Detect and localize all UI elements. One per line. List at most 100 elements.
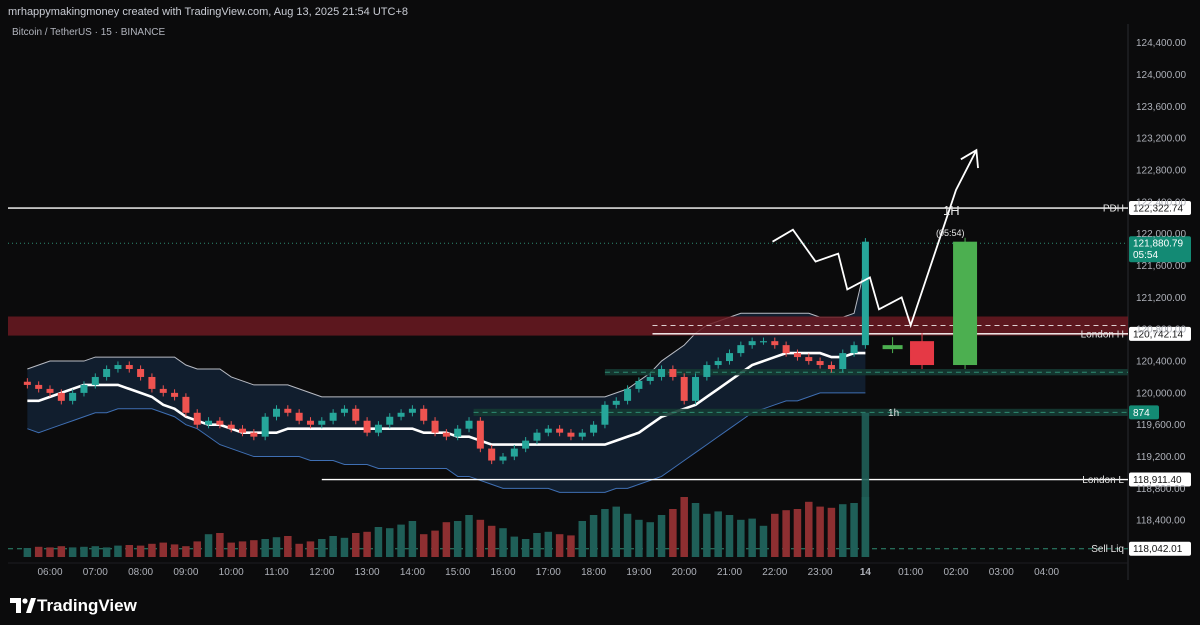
- volume-bar: [318, 539, 326, 557]
- volume-bar: [238, 541, 247, 557]
- candle-body: [352, 408, 360, 421]
- time-tick-label: 01:00: [898, 567, 923, 578]
- candle-body: [544, 428, 552, 433]
- price-tick-label: 124,400.00: [1136, 38, 1186, 49]
- bollinger-fill: [27, 265, 866, 493]
- candle-body: [850, 345, 858, 354]
- volume-bar: [623, 513, 632, 557]
- level-price-tag-bg: [1129, 326, 1191, 341]
- volume-bar: [635, 519, 643, 557]
- volume-bar: [793, 509, 802, 557]
- candle-body: [374, 424, 382, 433]
- volume-bar: [159, 542, 167, 557]
- volume-bar: [691, 503, 700, 557]
- volume-bar: [567, 535, 575, 557]
- volume-bar: [34, 546, 43, 557]
- volume-bar: [521, 539, 530, 557]
- candle-body: [103, 369, 111, 377]
- time-tick-label: 13:00: [355, 567, 380, 578]
- candle-body: [510, 448, 518, 457]
- volume-bar: [374, 527, 383, 557]
- projection-path: [772, 148, 979, 329]
- candle-body: [476, 420, 484, 449]
- candle-body: [646, 376, 654, 381]
- time-tick-label: 16:00: [490, 567, 515, 578]
- volume-bar: [725, 515, 734, 557]
- candles: [23, 238, 869, 465]
- level-price-tag: 118,911.40: [1133, 475, 1182, 486]
- price-tick-label: 121,200.00: [1136, 293, 1186, 304]
- candle-body: [771, 341, 779, 346]
- candle-body: [284, 408, 292, 413]
- volume-bar: [680, 497, 688, 557]
- volume-bar: [68, 547, 77, 557]
- volume-bar: [408, 521, 417, 557]
- volume-bar: [771, 513, 779, 557]
- candle-body: [431, 420, 439, 433]
- projected-candle-body: [953, 241, 978, 366]
- time-tick-label: 19:00: [626, 567, 651, 578]
- candle-body: [363, 420, 371, 433]
- candle-body: [499, 456, 507, 461]
- candle-body: [692, 376, 700, 401]
- tradingview-logo-icon: [10, 598, 36, 613]
- volume-bar: [737, 519, 745, 557]
- volume-bar: [748, 518, 756, 557]
- candle-body: [329, 412, 337, 421]
- candle-body: [171, 392, 179, 397]
- candle-body: [658, 369, 666, 377]
- candle-body: [386, 416, 394, 425]
- volume-bar: [703, 513, 711, 557]
- symbol-title: Bitcoin / TetherUS · 15 · BINANCE: [12, 27, 166, 38]
- volume-bar: [204, 534, 213, 557]
- time-tick-label: 12:00: [309, 567, 334, 578]
- candle-body: [737, 345, 745, 354]
- time-tick-label: 03:00: [989, 567, 1014, 578]
- volume-bar: [261, 539, 269, 557]
- countdown-annotation: (05:54): [936, 228, 965, 238]
- volume-bar: [499, 528, 507, 557]
- volume-bar: [386, 528, 394, 557]
- time-tick-label: 21:00: [717, 567, 742, 578]
- candle-body: [250, 432, 258, 437]
- price-axis[interactable]: 124,400.00 124,000.00 123,600.00 123,200.00…: [1136, 38, 1186, 526]
- price-tick-label: 124,000.00: [1136, 70, 1186, 81]
- candle-body: [408, 408, 416, 413]
- candle-body: [397, 412, 405, 417]
- candle-body: [578, 432, 586, 437]
- level-price-tag-bg: [1129, 541, 1191, 556]
- volume-bar: [114, 545, 122, 557]
- candle-body: [680, 376, 688, 401]
- volume-bar: [839, 504, 847, 557]
- volume-bar: [46, 547, 54, 557]
- candle-body: [556, 428, 564, 433]
- candle-body: [533, 432, 541, 441]
- candle-body: [182, 396, 190, 413]
- volume-bar: [453, 521, 462, 557]
- price-tick-label: 122,000.00: [1136, 229, 1186, 240]
- candle-body: [239, 428, 247, 433]
- candle-body: [148, 376, 156, 389]
- candle-body: [703, 365, 711, 377]
- candle-body: [827, 365, 835, 370]
- time-tick-label: 14: [860, 567, 872, 578]
- chart-caption: mrhappymakingmoney created with TradingV…: [8, 6, 408, 18]
- level-price-tag-bg: [1129, 472, 1191, 487]
- supply-zone: [8, 316, 1128, 336]
- candle-body: [861, 241, 869, 346]
- volume-bar: [329, 536, 337, 557]
- bollinger-lower-line: [27, 392, 866, 493]
- volume-bar: [442, 522, 451, 557]
- projection-zigzag: [772, 149, 978, 329]
- volume-bar: [148, 543, 156, 557]
- time-tick-label: 09:00: [173, 567, 198, 578]
- volume-bar: [136, 545, 145, 557]
- time-axis[interactable]: 06:00 07:00 08:00 09:00 10:00 11:00 12:00 13:00…: [37, 567, 1059, 578]
- time-tick-label: 20:00: [672, 567, 697, 578]
- candle-body: [816, 361, 824, 366]
- volume-bar: [284, 536, 292, 557]
- level-name: London H: [1081, 329, 1124, 340]
- candle-body: [318, 420, 326, 425]
- volume-bar: [170, 544, 179, 557]
